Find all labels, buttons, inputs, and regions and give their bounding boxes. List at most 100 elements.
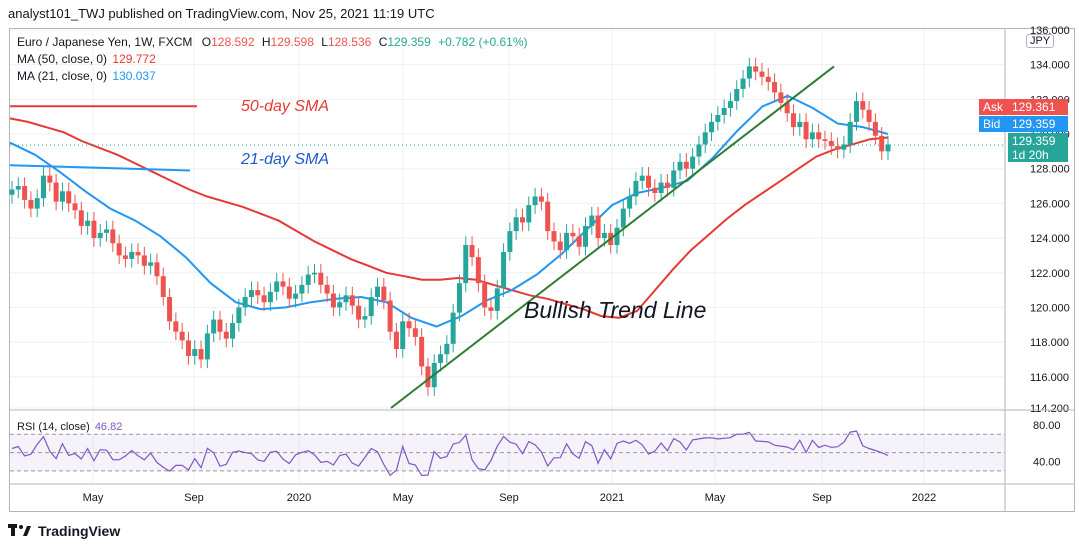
candle-body	[217, 319, 223, 332]
price-tick-label: 124.000	[1030, 233, 1070, 245]
candle-body	[784, 102, 790, 114]
rsi-value: 46.82	[94, 421, 123, 433]
candle-body	[330, 293, 336, 308]
candle-body	[438, 354, 444, 363]
candle-body	[671, 170, 677, 188]
candle-body	[349, 295, 355, 306]
candle-body	[633, 180, 639, 197]
candle-body	[450, 312, 456, 344]
candle-body	[9, 189, 15, 195]
time-tick-label: 2020	[287, 492, 311, 504]
candle-body	[293, 293, 299, 299]
candle-body	[835, 146, 841, 150]
time-tick-label: May	[393, 492, 414, 504]
candle-body	[532, 196, 538, 206]
candle-body	[557, 241, 563, 251]
symbol-legend: Euro / Japanese Yen, 1W, FXCM O128.592 H…	[17, 34, 528, 51]
axes: 114.200 116.000 118.000 120.000 122.000 124.0…	[10, 25, 1075, 511]
candle-body	[204, 333, 210, 360]
candle-body	[242, 297, 248, 308]
candle-body	[582, 225, 588, 247]
candle-body	[696, 144, 702, 157]
candle-body	[690, 156, 696, 169]
candle-body	[419, 336, 425, 367]
candle-body	[267, 291, 273, 303]
rsi-line	[11, 430, 889, 477]
candle-body	[639, 175, 645, 181]
candle-body	[816, 132, 822, 140]
candle-body	[822, 139, 828, 141]
ma21-label: MA (21, close, 0)	[17, 69, 108, 83]
candle-body	[255, 290, 261, 296]
candle-body	[872, 121, 878, 136]
candle-body	[368, 297, 374, 317]
close-label: C	[378, 35, 388, 49]
candle-body	[167, 297, 173, 322]
candle-body	[759, 71, 765, 77]
candle-body	[53, 182, 59, 202]
candle-body	[211, 319, 217, 334]
candle-body	[28, 199, 34, 209]
bar-countdown: 1d 20h	[1012, 148, 1049, 162]
candle-body	[847, 121, 853, 145]
candle-body	[879, 135, 885, 152]
candle-body	[198, 349, 204, 360]
candle-body	[160, 276, 166, 298]
candle-body	[154, 262, 160, 277]
footer-brand: TradingView	[38, 523, 121, 539]
sma21-reference-line	[9, 164, 191, 172]
candle-body	[375, 286, 381, 298]
price-tick-label: 134.000	[1030, 60, 1070, 72]
chart-frame[interactable]	[9, 28, 1075, 512]
candle-body	[570, 232, 576, 237]
low-label: L	[321, 35, 328, 49]
candle-body	[230, 323, 236, 339]
candle-body	[456, 283, 462, 313]
change-value: +0.782 (+0.61%)	[438, 35, 528, 49]
time-tick-label: 2021	[600, 492, 624, 504]
candle-body	[715, 114, 721, 122]
high-label: H	[261, 35, 271, 49]
candle-body	[72, 203, 78, 211]
candle-body	[538, 196, 544, 202]
candle-body	[746, 66, 752, 79]
candle-body	[192, 349, 198, 356]
candle-body	[841, 144, 847, 150]
candle-body	[173, 321, 179, 332]
candle-body	[885, 144, 891, 152]
bid-price: 129.359	[1008, 116, 1068, 132]
candle-body	[381, 286, 387, 301]
candle-body	[116, 243, 122, 256]
candle-body	[406, 321, 412, 329]
tradingview-footer[interactable]: TradingView	[8, 520, 120, 542]
candle-body	[727, 101, 733, 109]
candle-body	[356, 305, 362, 320]
currency-badge[interactable]: JPY	[1026, 34, 1055, 48]
candle-body	[494, 288, 500, 311]
publisher-header: analyst101_TWJ published on TradingView.…	[0, 0, 1079, 28]
candle-body	[601, 232, 607, 239]
candle-body	[387, 300, 393, 332]
candle-body	[463, 245, 469, 284]
open-value: 128.592	[211, 35, 255, 49]
candle-body	[488, 307, 494, 311]
rsi-panel	[10, 430, 1005, 477]
moving-averages	[9, 94, 1005, 328]
candle-body	[677, 161, 683, 171]
time-tick-label: May	[83, 492, 104, 504]
candle-body	[860, 101, 866, 110]
rsi-label: RSI (14, close)	[17, 421, 90, 433]
candle-body	[248, 290, 254, 298]
bullish-trend-line	[390, 65, 835, 409]
time-tick-label: Sep	[499, 492, 519, 504]
trend-line	[390, 65, 835, 409]
candle-body	[324, 284, 330, 294]
time-tick-label: 2022	[912, 492, 936, 504]
ma50-value: 129.772	[112, 52, 156, 66]
candle-body	[425, 366, 431, 388]
candle-body	[734, 88, 740, 102]
sma50-annotation: 50-day SMA	[241, 98, 330, 115]
candle-body	[519, 217, 525, 223]
candle-body	[66, 191, 72, 204]
